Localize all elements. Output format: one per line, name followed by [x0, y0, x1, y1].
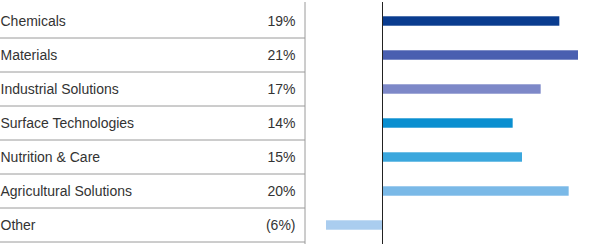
- svg-text:17%: 17%: [267, 81, 295, 97]
- svg-text:Industrial Solutions: Industrial Solutions: [1, 81, 119, 97]
- svg-text:Agricultural Solutions: Agricultural Solutions: [1, 183, 133, 199]
- svg-text:Chemicals: Chemicals: [1, 13, 66, 29]
- svg-text:Nutrition & Care: Nutrition & Care: [1, 149, 101, 165]
- svg-text:Other: Other: [1, 217, 36, 233]
- svg-text:20%: 20%: [267, 183, 295, 199]
- svg-text:15%: 15%: [267, 149, 295, 165]
- svg-text:Materials: Materials: [1, 47, 58, 63]
- svg-text:14%: 14%: [267, 115, 295, 131]
- svg-text:21%: 21%: [267, 47, 295, 63]
- svg-text:Surface Technologies: Surface Technologies: [1, 115, 135, 131]
- svg-text:(6%): (6%): [266, 217, 296, 233]
- svg-text:19%: 19%: [267, 13, 295, 29]
